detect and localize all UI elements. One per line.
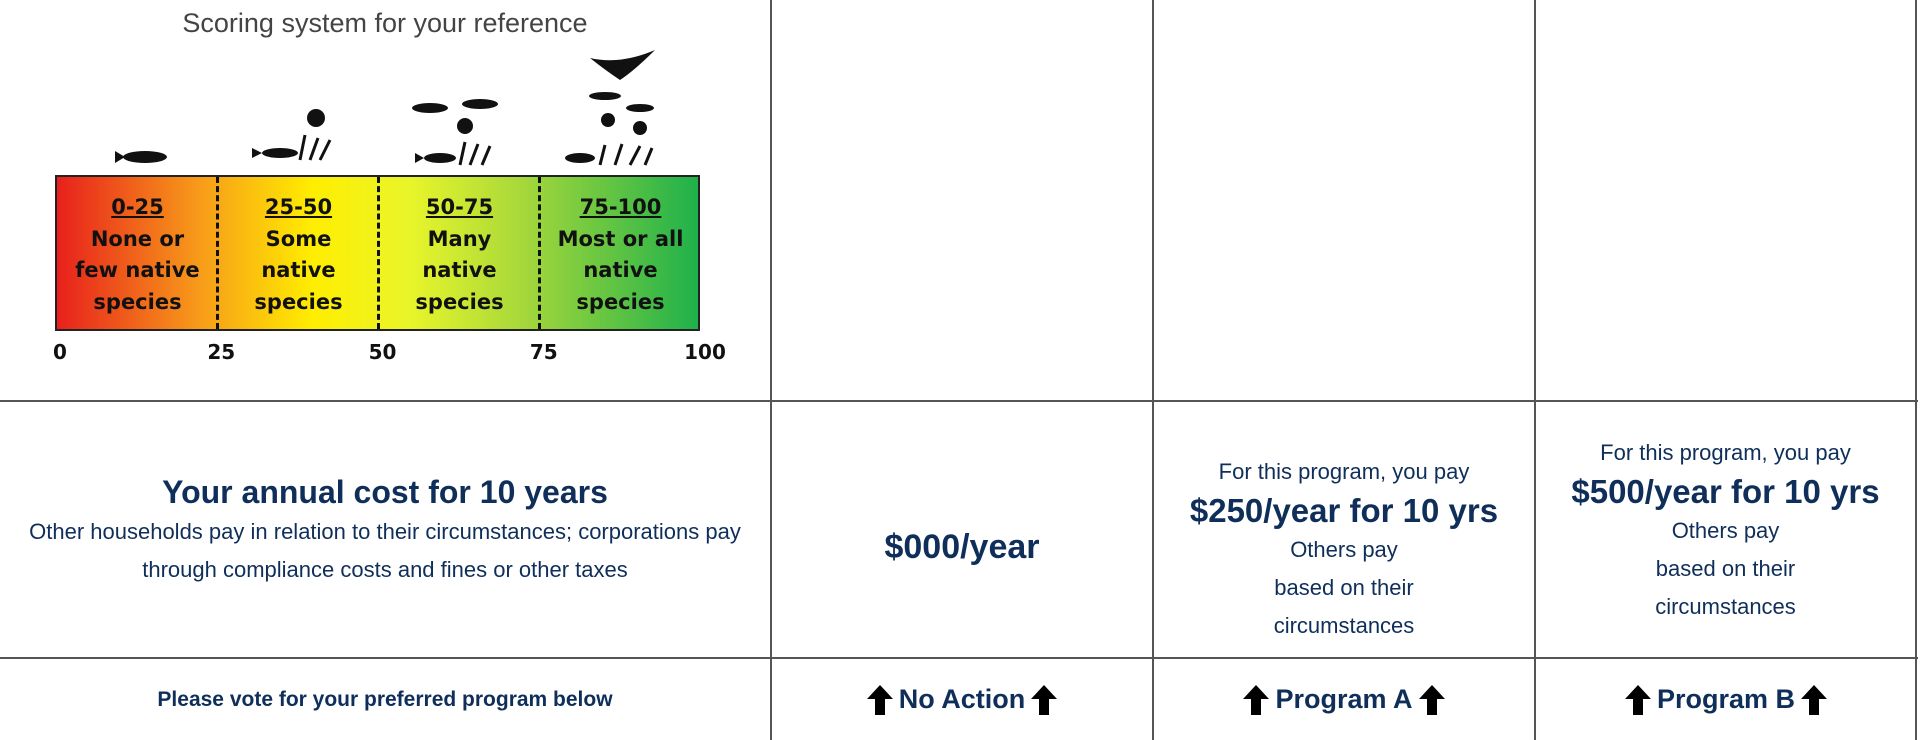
column-border	[1534, 0, 1536, 740]
vote-option[interactable]: No Action	[898, 684, 1026, 714]
arrow-icon	[1624, 685, 1651, 715]
program-intro: For this program, you pay	[1218, 458, 1470, 484]
cost-heading-cell: Your annual cost for 10 years Other hous…	[0, 402, 770, 657]
vote-cell: Program A	[1154, 659, 1534, 740]
segment-label: Many	[427, 226, 492, 251]
segment-range: 25-50	[264, 195, 333, 219]
program-b-cost-cell: For this program, you pay $500/year for 1…	[1536, 402, 1915, 657]
vote-cell: Program B	[1536, 659, 1916, 740]
vote-option[interactable]: Program B	[1656, 684, 1796, 714]
divider	[377, 177, 380, 329]
arrow-icon	[1418, 685, 1445, 715]
no-action-cost: $000/year	[884, 527, 1040, 566]
program-intro: For this program, you pay	[1600, 439, 1851, 465]
axis-label: 50	[368, 340, 397, 364]
program-amount: $500/year for 10 yrs	[1571, 472, 1880, 510]
segment-label: species	[254, 289, 343, 314]
column-border	[1915, 0, 1917, 740]
program-note: circumstances	[1273, 612, 1415, 638]
arrow-icon	[866, 685, 893, 715]
segment-range: 0-25	[111, 195, 164, 219]
arrow-icon	[1243, 685, 1270, 715]
axis-label: 0	[53, 340, 67, 364]
segment-label: few native	[75, 258, 200, 282]
row-border	[0, 400, 1918, 402]
axis-label: 75	[529, 340, 558, 364]
score-segment: 50-75 Many native species	[379, 177, 540, 333]
score-bar: 0-25 None or few native species 25-50 Some nat…	[55, 175, 700, 331]
vote-cell: No Action	[772, 659, 1152, 740]
segment-label: species	[415, 289, 504, 314]
program-note: circumstances	[1655, 593, 1796, 619]
segment-label: None or	[90, 226, 185, 251]
score-segment: 25-50 Some native species	[218, 177, 379, 333]
axis-label: 25	[207, 340, 236, 364]
vote-button[interactable]: Program A	[1243, 684, 1445, 715]
segment-range: 50-75	[425, 195, 494, 219]
cost-heading: Your annual cost for 10 years	[162, 473, 608, 510]
segment-label: species	[93, 289, 182, 314]
divider	[216, 177, 219, 329]
segment-label: native	[422, 258, 497, 282]
program-a-cost-cell: For this program, you pay $250/year for 1…	[1154, 402, 1534, 657]
axis-label: 100	[684, 340, 726, 364]
arrow-icon	[1031, 685, 1058, 715]
species-icons	[115, 50, 655, 166]
program-note: Others pay	[1290, 536, 1398, 562]
segment-label: species	[576, 289, 665, 314]
segment-label: native	[261, 258, 336, 282]
program-amount: $250/year for 10 yrs	[1189, 491, 1499, 529]
no-action-cost-cell: $000/year	[772, 402, 1152, 657]
column-border	[770, 0, 772, 740]
vote-prompt: Please vote for your preferred program b…	[157, 687, 613, 711]
column-border	[1152, 0, 1154, 740]
vote-button[interactable]: Program B	[1624, 684, 1828, 715]
vote-prompt-cell: Please vote for your preferred program b…	[0, 659, 770, 740]
program-note: based on their	[1274, 574, 1414, 600]
segment-label: Most or all	[557, 226, 684, 251]
program-note: based on their	[1655, 555, 1796, 581]
arrow-icon	[1801, 685, 1828, 715]
segment-range: 75-100	[579, 195, 662, 219]
program-note: Others pay	[1671, 517, 1780, 543]
segment-label: native	[583, 258, 658, 282]
cost-description: Other households pay in relation to thei…	[29, 518, 741, 582]
divider	[538, 177, 541, 329]
vote-option[interactable]: Program A	[1275, 684, 1413, 714]
score-segment: 0-25 None or few native species	[57, 177, 218, 333]
segment-label: Some	[265, 226, 332, 251]
score-segment: 75-100 Most or all native species	[540, 177, 701, 333]
row-border	[0, 657, 1918, 659]
scoring-title: Scoring system for your reference	[182, 8, 588, 38]
vote-button[interactable]: No Action	[866, 684, 1058, 715]
